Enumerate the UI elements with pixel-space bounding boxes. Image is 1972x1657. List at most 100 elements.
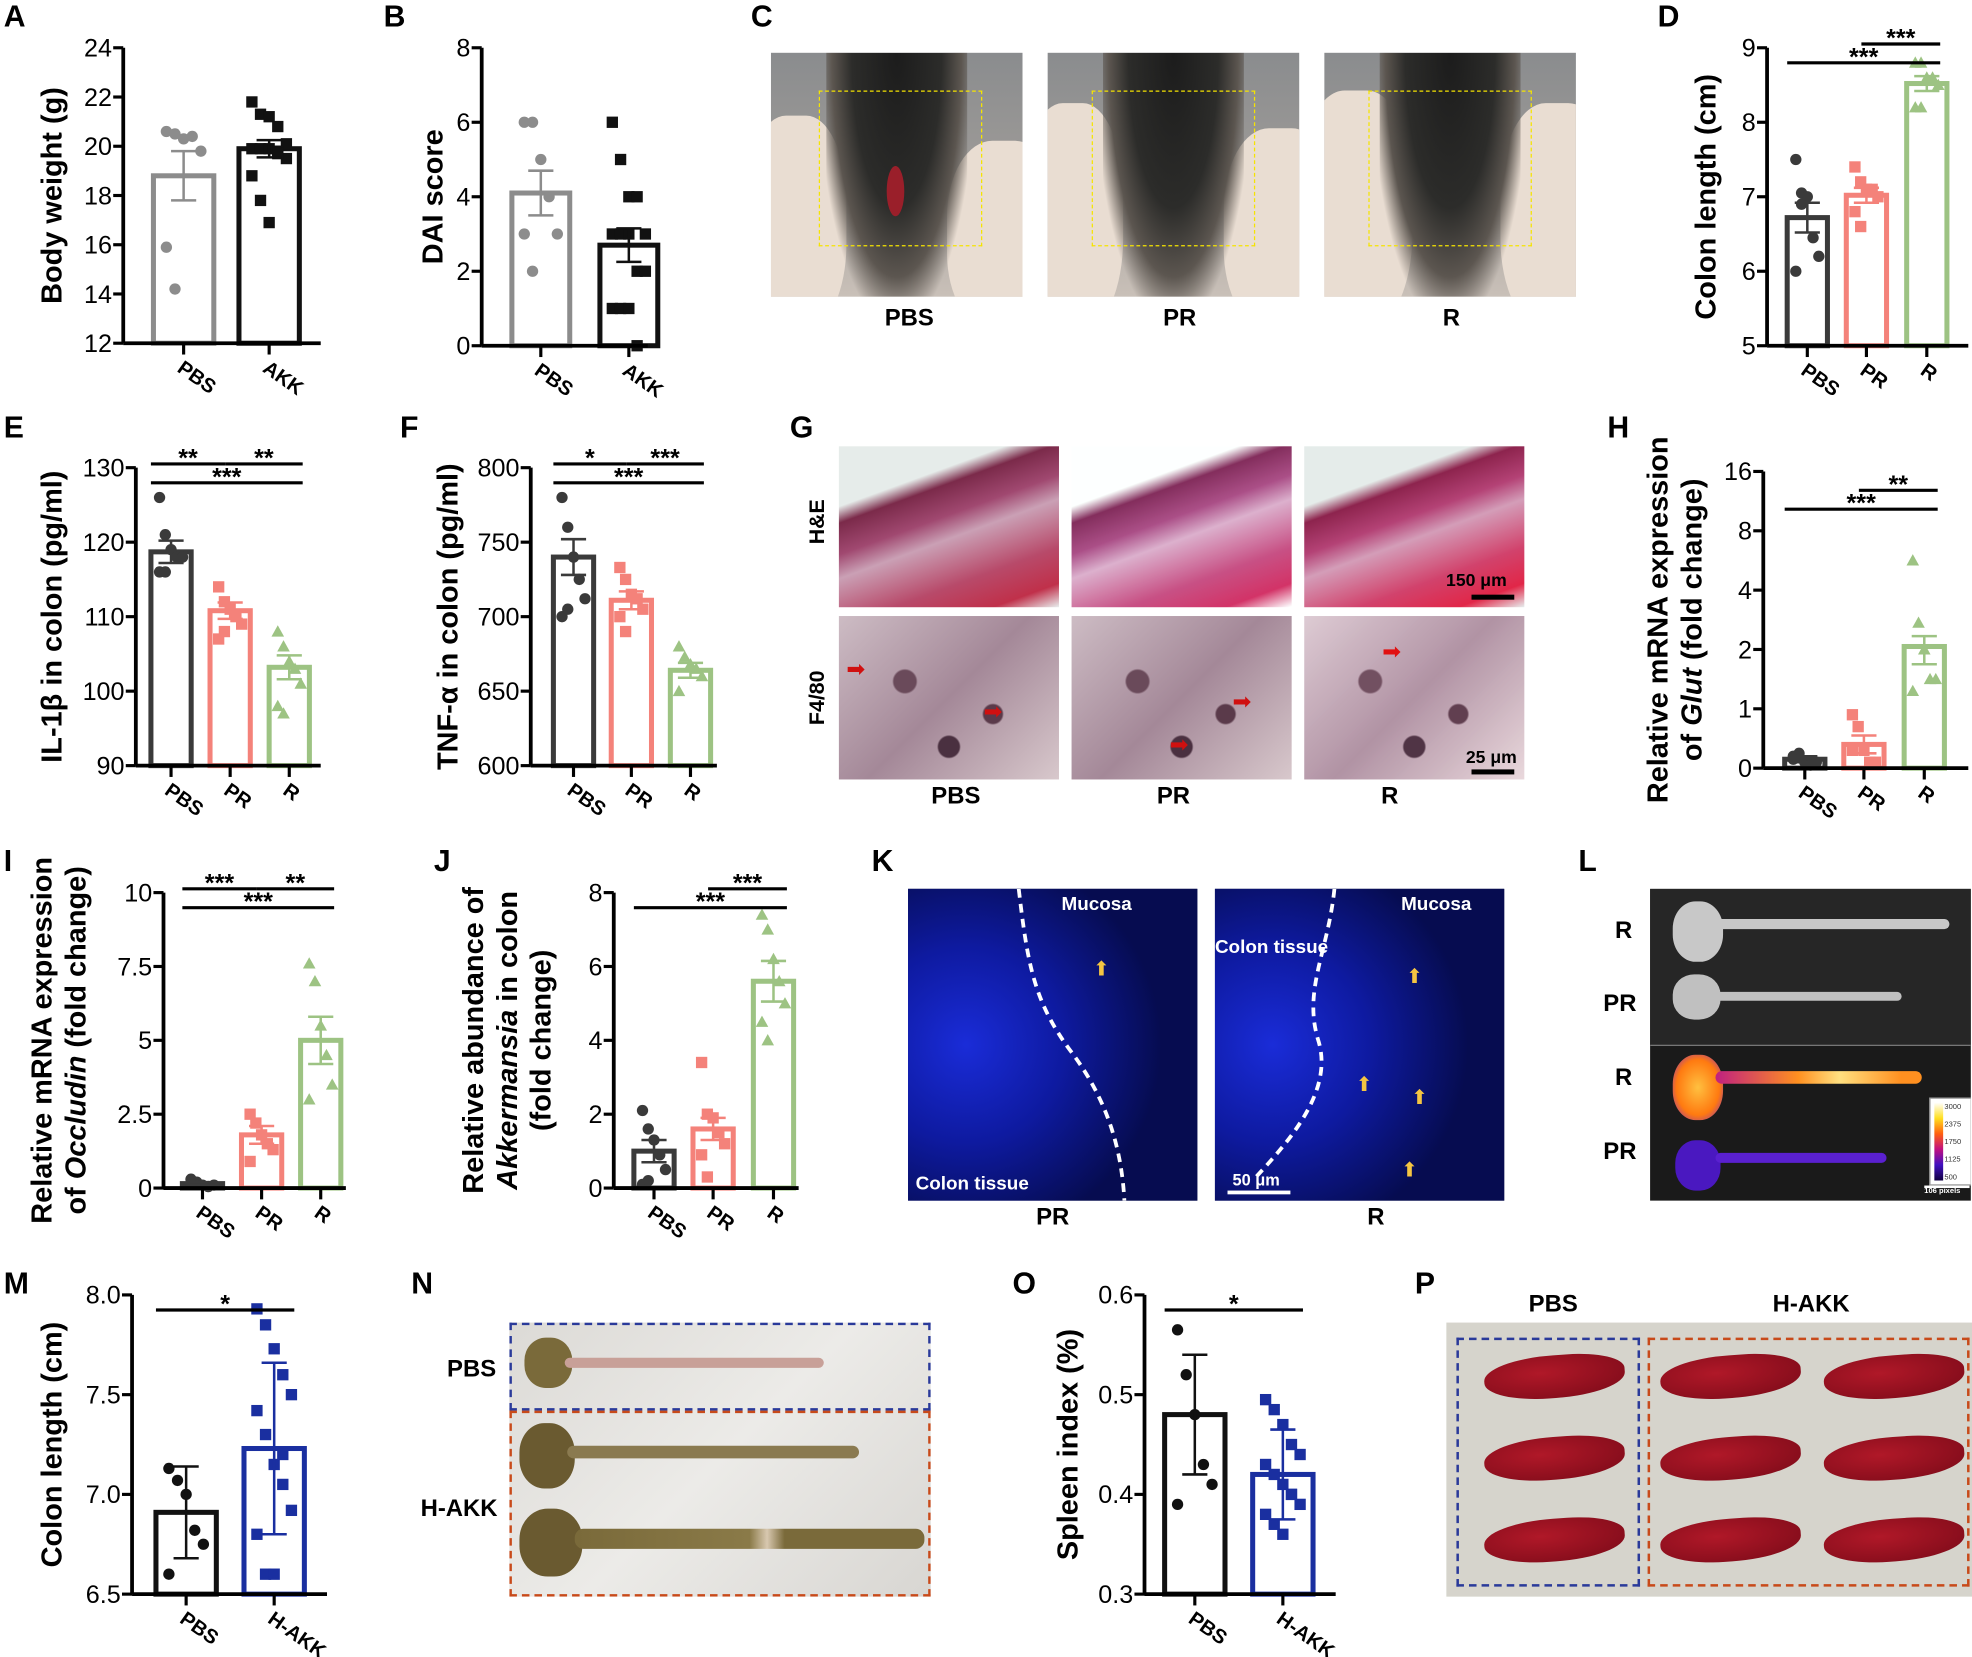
k-colon-tissue-label: Colon tissue <box>1214 936 1329 958</box>
data-point <box>659 1163 672 1176</box>
data-point <box>689 662 703 674</box>
bar-pbs <box>550 554 597 769</box>
arrow-icon: ⬆ <box>1401 1160 1418 1182</box>
data-point <box>642 1123 654 1135</box>
data-point <box>562 521 574 533</box>
chart-o: 0.3 0.4 0.5 0.6 PBS H-AKK Spleen index (%) * <box>1053 1282 1339 1657</box>
significance-label: *** <box>733 869 763 897</box>
data-point <box>294 677 308 689</box>
y-axis-label: Relative mRNA expression <box>1643 436 1675 803</box>
y-tick-label: 90 <box>97 752 125 780</box>
data-point <box>254 194 267 207</box>
data-point <box>268 1343 280 1355</box>
y-axis-label: Akkermansia in colon <box>492 891 524 1191</box>
data-point <box>526 265 539 277</box>
significance-label: * <box>585 444 595 472</box>
chart-a: 12 14 16 18 20 22 24 PBS AKK Body weight (g) <box>37 35 321 400</box>
data-point <box>246 143 258 155</box>
data-point <box>189 1524 201 1536</box>
data-point <box>1849 205 1861 218</box>
l-row-label: PR <box>1603 990 1637 1018</box>
data-point <box>246 96 258 108</box>
x-tick-label: PR <box>220 779 256 813</box>
y-axis-label: (fold change) <box>526 950 558 1131</box>
h-akk-box <box>1647 1337 1970 1587</box>
y-tick-label: 6 <box>456 109 470 137</box>
photo-r-mouse <box>1324 52 1576 297</box>
y-tick-label: 6 <box>1742 258 1756 286</box>
data-point <box>1790 153 1802 166</box>
data-point <box>288 662 302 674</box>
n-label-pbs: PBS <box>447 1356 497 1383</box>
chart-j: 0 2 4 6 8 PBS PR R Relative abundance of Akkerman… <box>458 869 799 1244</box>
data-point <box>277 640 290 652</box>
data-point <box>186 130 198 143</box>
chart-e: 90 100 110 120 130 PBS PR R IL-1β in colon (pg/m… <box>37 444 321 821</box>
data-point <box>272 147 284 160</box>
x-tick-label: PBS <box>192 1202 239 1244</box>
panel-label-e: E <box>3 411 24 446</box>
x-tick-label: PBS <box>1797 359 1844 401</box>
panel-label-j: J <box>433 844 451 879</box>
x-tick-label: R <box>1914 782 1939 809</box>
significance-label: ** <box>254 444 274 472</box>
x-tick-label: AKK <box>618 359 667 402</box>
data-point <box>213 633 225 645</box>
x-tick-label: PBS <box>173 357 220 399</box>
data-point <box>272 120 284 133</box>
x-tick-label: R <box>763 1202 788 1229</box>
data-point <box>159 529 171 541</box>
p-label-pbs: PBS <box>1528 1291 1578 1318</box>
data-point <box>271 699 285 712</box>
x-tick-label: PR <box>621 779 657 813</box>
data-point <box>1206 1478 1218 1491</box>
data-point <box>1855 176 1867 188</box>
scale-label-25: 25 μm <box>1465 746 1517 767</box>
data-point <box>1906 684 1920 697</box>
colorbar: 3000 2375 1750 1125 500 <box>1929 1097 1971 1186</box>
data-point <box>606 228 618 240</box>
k-colon-tissue-label: Colon tissue <box>915 1172 1029 1195</box>
x-tick-label: AKK <box>259 357 308 400</box>
data-point <box>176 551 189 563</box>
data-point <box>277 1478 289 1491</box>
arrow-icon: ➡ <box>846 656 866 682</box>
data-point <box>631 191 643 203</box>
data-point <box>695 1149 708 1161</box>
data-point <box>556 491 568 504</box>
data-point <box>1171 1498 1184 1511</box>
pbs-box <box>1456 1337 1641 1587</box>
y-tick-label: 0 <box>588 1175 602 1203</box>
y-tick-label: 2 <box>456 258 470 286</box>
bar-pbs <box>148 549 194 769</box>
colorbar-tick: 2375 <box>1944 1121 1962 1129</box>
data-point <box>1790 265 1802 277</box>
chart-i: 0 2.5 5 7.5 10 PBS PR R Relative mRNA expression… <box>26 857 346 1244</box>
l-row-label: R <box>1615 917 1633 945</box>
data-point <box>320 1048 333 1061</box>
y-tick-label: 0.4 <box>1098 1481 1133 1509</box>
data-point <box>1914 101 1928 113</box>
data-point <box>636 1104 649 1117</box>
data-point <box>1259 1393 1272 1406</box>
y-tick-label: 16 <box>84 232 112 260</box>
data-point <box>614 302 627 315</box>
photo-pbs-mouse <box>770 52 1023 297</box>
y-tick-label: 8 <box>588 879 602 907</box>
data-point <box>639 228 652 240</box>
x-tick-label: H-AKK <box>264 1608 330 1657</box>
data-point <box>606 116 618 128</box>
data-point <box>263 216 275 229</box>
y-tick-label: 5 <box>1742 333 1756 361</box>
data-point <box>755 908 769 920</box>
y-tick-label: 0.3 <box>1098 1581 1133 1609</box>
data-point <box>761 923 775 935</box>
y-tick-label: 8 <box>456 35 470 63</box>
data-point <box>1929 672 1943 685</box>
x-tick-label: PBS <box>1184 1608 1231 1650</box>
data-point <box>639 265 652 277</box>
data-point <box>1285 1438 1298 1451</box>
chart-h: 0 1 2 4 8 16 PBS PR R Relative mRNA expression of … <box>1643 436 1969 824</box>
data-point <box>251 1404 263 1417</box>
